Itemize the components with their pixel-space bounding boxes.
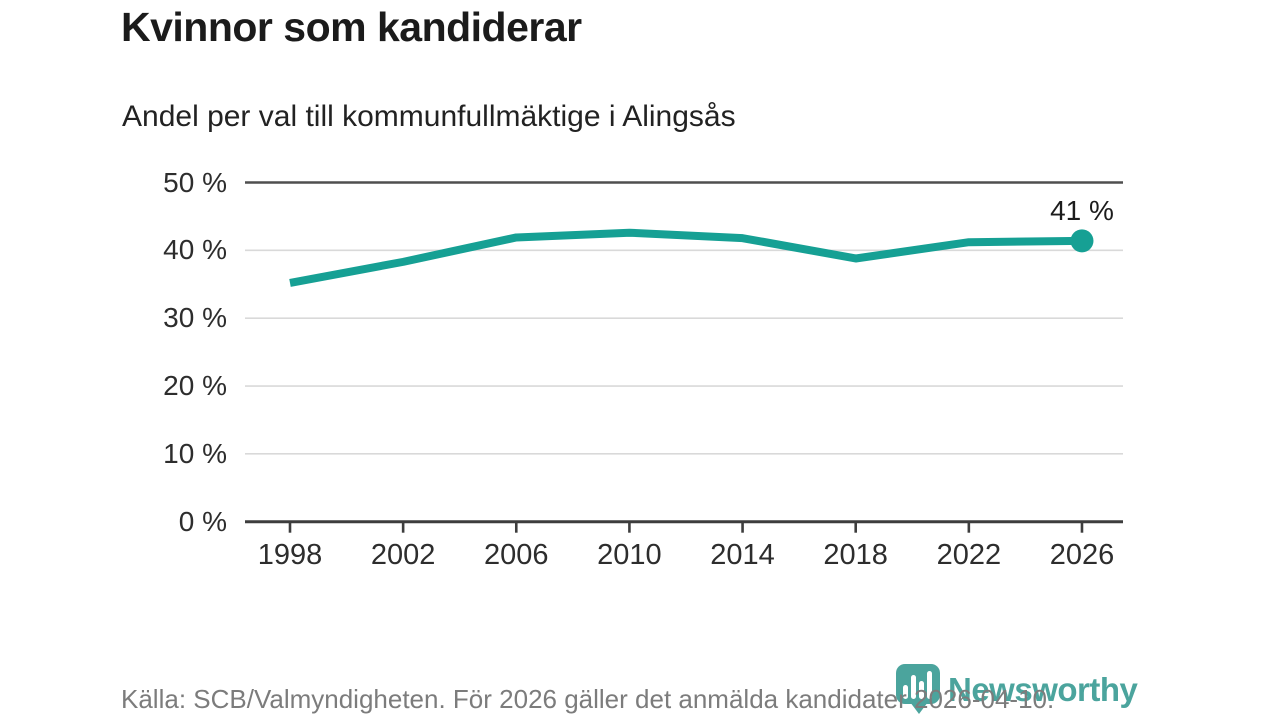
newsworthy-logo-text: Newsworthy	[948, 671, 1138, 708]
chart-subtitle: Andel per val till kommunfullmäktige i A…	[122, 100, 736, 133]
x-axis-label: 1998	[257, 539, 323, 571]
y-axis-label: 0 %	[178, 505, 227, 537]
data-line	[289, 228, 1083, 287]
endpoint-value-label: 41 %	[1050, 195, 1114, 226]
endpoint-marker	[1070, 229, 1094, 253]
y-axis-label: 50 %	[163, 166, 227, 198]
x-axis-label: 2018	[823, 539, 888, 571]
x-axis-label: 2026	[1049, 539, 1115, 571]
y-axis-label: 30 %	[163, 302, 227, 334]
x-axis-label: 2002	[370, 539, 436, 571]
bar-chart-pin-icon	[896, 664, 940, 714]
y-axis-label: 40 %	[163, 234, 227, 266]
x-axis-label: 2006	[484, 539, 549, 571]
y-axis-label: 20 %	[163, 370, 227, 402]
source-note: Källa: SCB/Valmyndigheten. För 2026 gäll…	[121, 684, 1055, 714]
x-axis-label: 2022	[936, 539, 1002, 571]
y-axis-label: 10 %	[163, 437, 227, 469]
x-axis-label: 2014	[710, 539, 775, 571]
x-axis-label: 2010	[597, 539, 662, 571]
chart-title: Kvinnor som kandiderar	[121, 4, 582, 50]
